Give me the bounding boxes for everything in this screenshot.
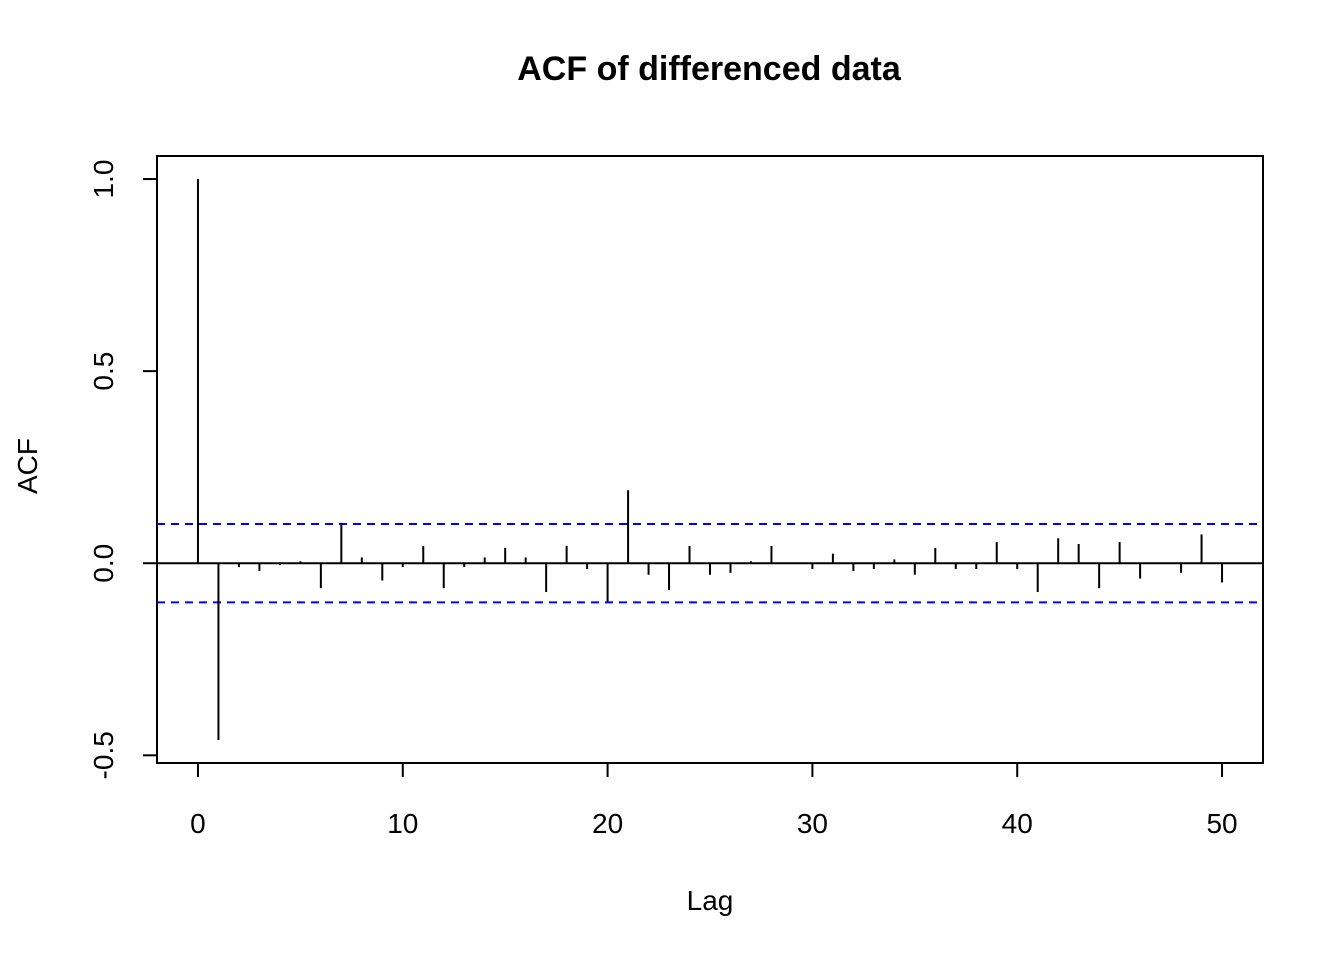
chart-title: ACF of differenced data bbox=[517, 50, 902, 88]
y-axis: -0.5 0.0 0.5 1.0 bbox=[88, 160, 158, 779]
y-tick-label: 1.0 bbox=[88, 160, 119, 199]
acf-bars bbox=[196, 179, 1224, 740]
x-axis-label: Lag bbox=[687, 885, 734, 916]
x-axis: 0 10 20 30 40 50 bbox=[190, 762, 1238, 839]
y-tick-label: 0.5 bbox=[88, 352, 119, 391]
x-tick-label: 50 bbox=[1206, 808, 1237, 839]
y-axis-label: ACF bbox=[12, 438, 43, 494]
y-tick-label: 0.0 bbox=[88, 544, 119, 583]
x-tick-label: 0 bbox=[190, 808, 206, 839]
x-tick-label: 40 bbox=[1002, 808, 1033, 839]
x-tick-label: 10 bbox=[387, 808, 418, 839]
x-tick-label: 30 bbox=[797, 808, 828, 839]
plot-frame bbox=[156, 155, 1264, 764]
y-tick-label: -0.5 bbox=[88, 731, 119, 779]
x-tick-label: 20 bbox=[592, 808, 623, 839]
